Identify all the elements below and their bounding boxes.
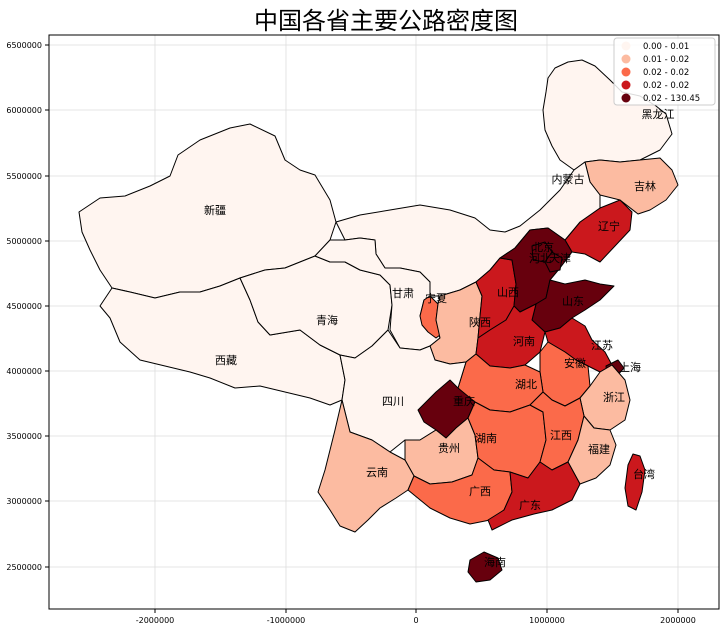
region-fujian — [567, 415, 617, 485]
x-tick-label: 2000000 — [660, 616, 696, 625]
legend-label: 0.02 - 130.45 — [643, 94, 700, 104]
region-yunnan — [317, 399, 415, 533]
province-label-guizhou: 贵州 — [438, 442, 460, 455]
province-label-zhejiang: 浙江 — [603, 391, 625, 404]
province-label-sichuan: 四川 — [382, 395, 404, 408]
province-label-beijing: 北京 — [532, 240, 554, 254]
province-label-liaoning: 辽宁 — [598, 219, 620, 233]
province-label-hebei: 河北 — [529, 252, 551, 265]
y-tick-label: 3500000 — [6, 432, 42, 441]
x-tick-label: -2000000 — [136, 616, 175, 625]
region-hainan — [467, 551, 503, 583]
x-tick-label: 0 — [413, 616, 418, 625]
y-tick-label: 2500000 — [6, 563, 42, 572]
province-label-xinjiang: 新疆 — [204, 203, 226, 217]
y-axis-ticks: 6500000 6000000 5500000 5000000 4500000 … — [6, 41, 49, 572]
region-heilongjiang — [542, 59, 673, 171]
province-label-xizang: 西藏 — [215, 354, 237, 367]
province-label-hainan: 海南 — [484, 555, 506, 569]
y-tick-label: 4000000 — [6, 367, 42, 376]
legend-swatch — [621, 54, 631, 64]
legend-swatch — [621, 67, 631, 77]
y-tick-label: 4500000 — [6, 302, 42, 311]
province-label-taiwan: 台湾 — [633, 467, 655, 481]
x-tick-label: -1000000 — [267, 616, 306, 625]
province-label-henan: 河南 — [513, 335, 535, 348]
legend-label: 0.02 - 0.02 — [643, 68, 689, 78]
legend-label: 0.01 - 0.02 — [643, 55, 689, 65]
legend-swatch — [621, 41, 631, 51]
y-tick-label: 5000000 — [6, 237, 42, 246]
region-taiwan — [624, 453, 646, 511]
province-label-heilongjiang: 黑龙江 — [642, 108, 675, 121]
province-label-yunnan: 云南 — [366, 466, 388, 479]
province-label-guangdong: 广东 — [519, 499, 541, 512]
plot-frame — [48, 34, 720, 610]
region-guangdong — [487, 461, 581, 531]
province-label-shaanxi: 陕西 — [469, 315, 491, 329]
province-label-tianjin: 天津 — [549, 252, 571, 265]
province-label-neimenggu: 内蒙古 — [552, 172, 585, 186]
province-label-jiangsu: 江苏 — [591, 339, 613, 352]
map-legend: 0.00 - 0.01 0.01 - 0.02 0.02 - 0.02 0.02… — [613, 37, 716, 106]
legend-swatch — [621, 80, 631, 90]
province-label-guangxi: 广西 — [469, 485, 491, 498]
province-label-jilin: 吉林 — [634, 179, 656, 193]
x-axis-ticks: -2000000 -1000000 0 1000000 2000000 — [136, 609, 696, 625]
y-tick-label: 5500000 — [6, 172, 42, 181]
province-label-fujian: 福建 — [588, 442, 610, 456]
province-label-anhui: 安徽 — [564, 356, 586, 370]
province-label-shanghai: 上海 — [619, 360, 641, 374]
province-label-qinghai: 青海 — [316, 313, 338, 327]
province-label-shanxi: 山西 — [497, 286, 519, 299]
legend-swatch — [621, 93, 631, 103]
province-label-ningxia: 宁夏 — [425, 291, 447, 305]
legend-label: 0.02 - 0.02 — [643, 81, 689, 91]
y-tick-label: 6500000 — [6, 41, 42, 50]
province-label-jiangxi: 江西 — [550, 429, 572, 442]
province-label-hubei: 湖北 — [515, 378, 537, 391]
legend-box — [613, 37, 716, 106]
province-label-gansu: 甘肃 — [392, 287, 414, 300]
province-shapes — [78, 59, 679, 583]
region-tianjin — [544, 251, 563, 273]
y-tick-label: 6000000 — [6, 106, 42, 115]
x-tick-label: 1000000 — [529, 616, 565, 625]
region-jilin — [584, 157, 679, 215]
legend-label: 0.00 - 0.01 — [643, 42, 689, 52]
map-title: 中国各省主要公路密度图 — [254, 7, 518, 35]
province-label-hunan: 湖南 — [475, 432, 497, 445]
y-tick-label: 3000000 — [6, 497, 42, 506]
province-label-chongqing: 重庆 — [453, 394, 475, 408]
province-label-shandong: 山东 — [562, 295, 584, 308]
